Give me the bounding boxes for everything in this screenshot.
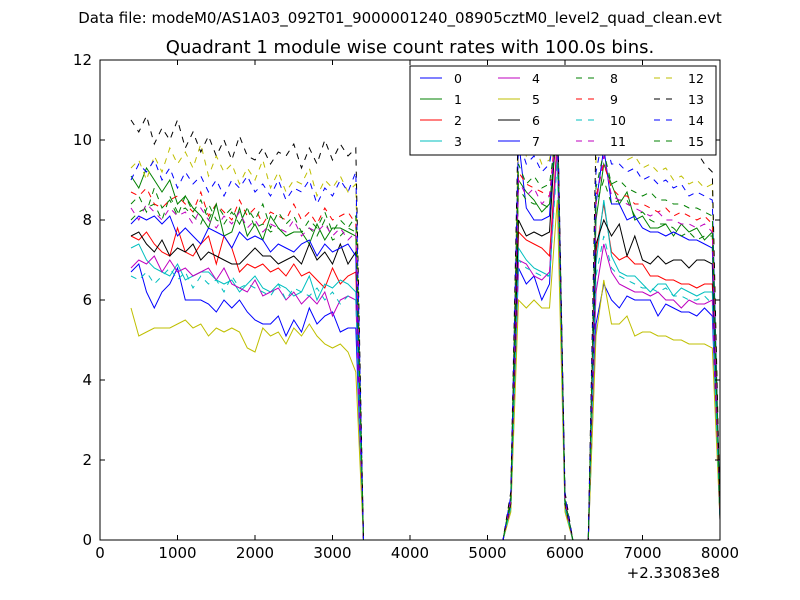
x-tick-label: 0	[95, 544, 105, 562]
series-6-line	[130, 107, 720, 540]
x-tick-label: 5000	[468, 544, 506, 562]
series-9-line	[130, 111, 720, 540]
legend-label-12: 12	[688, 71, 704, 86]
series-13-line	[130, 98, 720, 540]
legend-label-6: 6	[532, 113, 540, 128]
legend-label-7: 7	[532, 134, 540, 149]
legend-label-2: 2	[454, 113, 462, 128]
x-offset-label: +2.33083e8	[627, 564, 720, 582]
y-tick-label: 0	[82, 531, 92, 549]
axis-ticks: 0 1000 2000 3000 4000 5000 6000 7000 80000246810…	[73, 51, 739, 562]
y-tick-label: 10	[73, 131, 92, 149]
x-tick-label: 2000	[236, 544, 274, 562]
y-tick-label: 8	[82, 211, 92, 229]
series-4-line	[130, 143, 720, 540]
legend-label-15: 15	[688, 134, 704, 149]
legend-label-11: 11	[610, 134, 626, 149]
y-tick-label: 2	[82, 451, 92, 469]
data-file-suptitle: Data file: modeM0/AS1A03_092T01_90000012…	[78, 9, 722, 28]
series-0-line	[130, 135, 720, 540]
legend-label-8: 8	[610, 71, 618, 86]
series-5-line	[130, 199, 720, 540]
x-tick-label: 4000	[391, 544, 429, 562]
x-tick-label: 7000	[623, 544, 661, 562]
legend-label-5: 5	[532, 92, 540, 107]
x-tick-label: 6000	[546, 544, 584, 562]
y-tick-label: 6	[82, 291, 92, 309]
legend-label-14: 14	[688, 113, 704, 128]
y-tick-label: 12	[73, 51, 92, 69]
series-7-line	[130, 99, 720, 540]
chart-title: Quadrant 1 module wise count rates with …	[166, 37, 655, 58]
x-tick-label: 8000	[701, 544, 739, 562]
legend-label-13: 13	[688, 92, 704, 107]
series-10-line	[130, 159, 720, 540]
legend-label-4: 4	[532, 71, 540, 86]
legend-label-10: 10	[610, 113, 626, 128]
legend-label-0: 0	[454, 71, 462, 86]
x-tick-label: 3000	[313, 544, 351, 562]
legend-box	[409, 65, 717, 156]
y-tick-label: 4	[82, 371, 92, 389]
series-15-line	[130, 123, 720, 540]
x-tick-label: 1000	[158, 544, 196, 562]
series-14-line	[130, 115, 720, 540]
series-1-line	[130, 127, 720, 540]
legend-label-1: 1	[454, 92, 462, 107]
legend-label-3: 3	[454, 134, 462, 149]
legend-label-9: 9	[610, 92, 618, 107]
